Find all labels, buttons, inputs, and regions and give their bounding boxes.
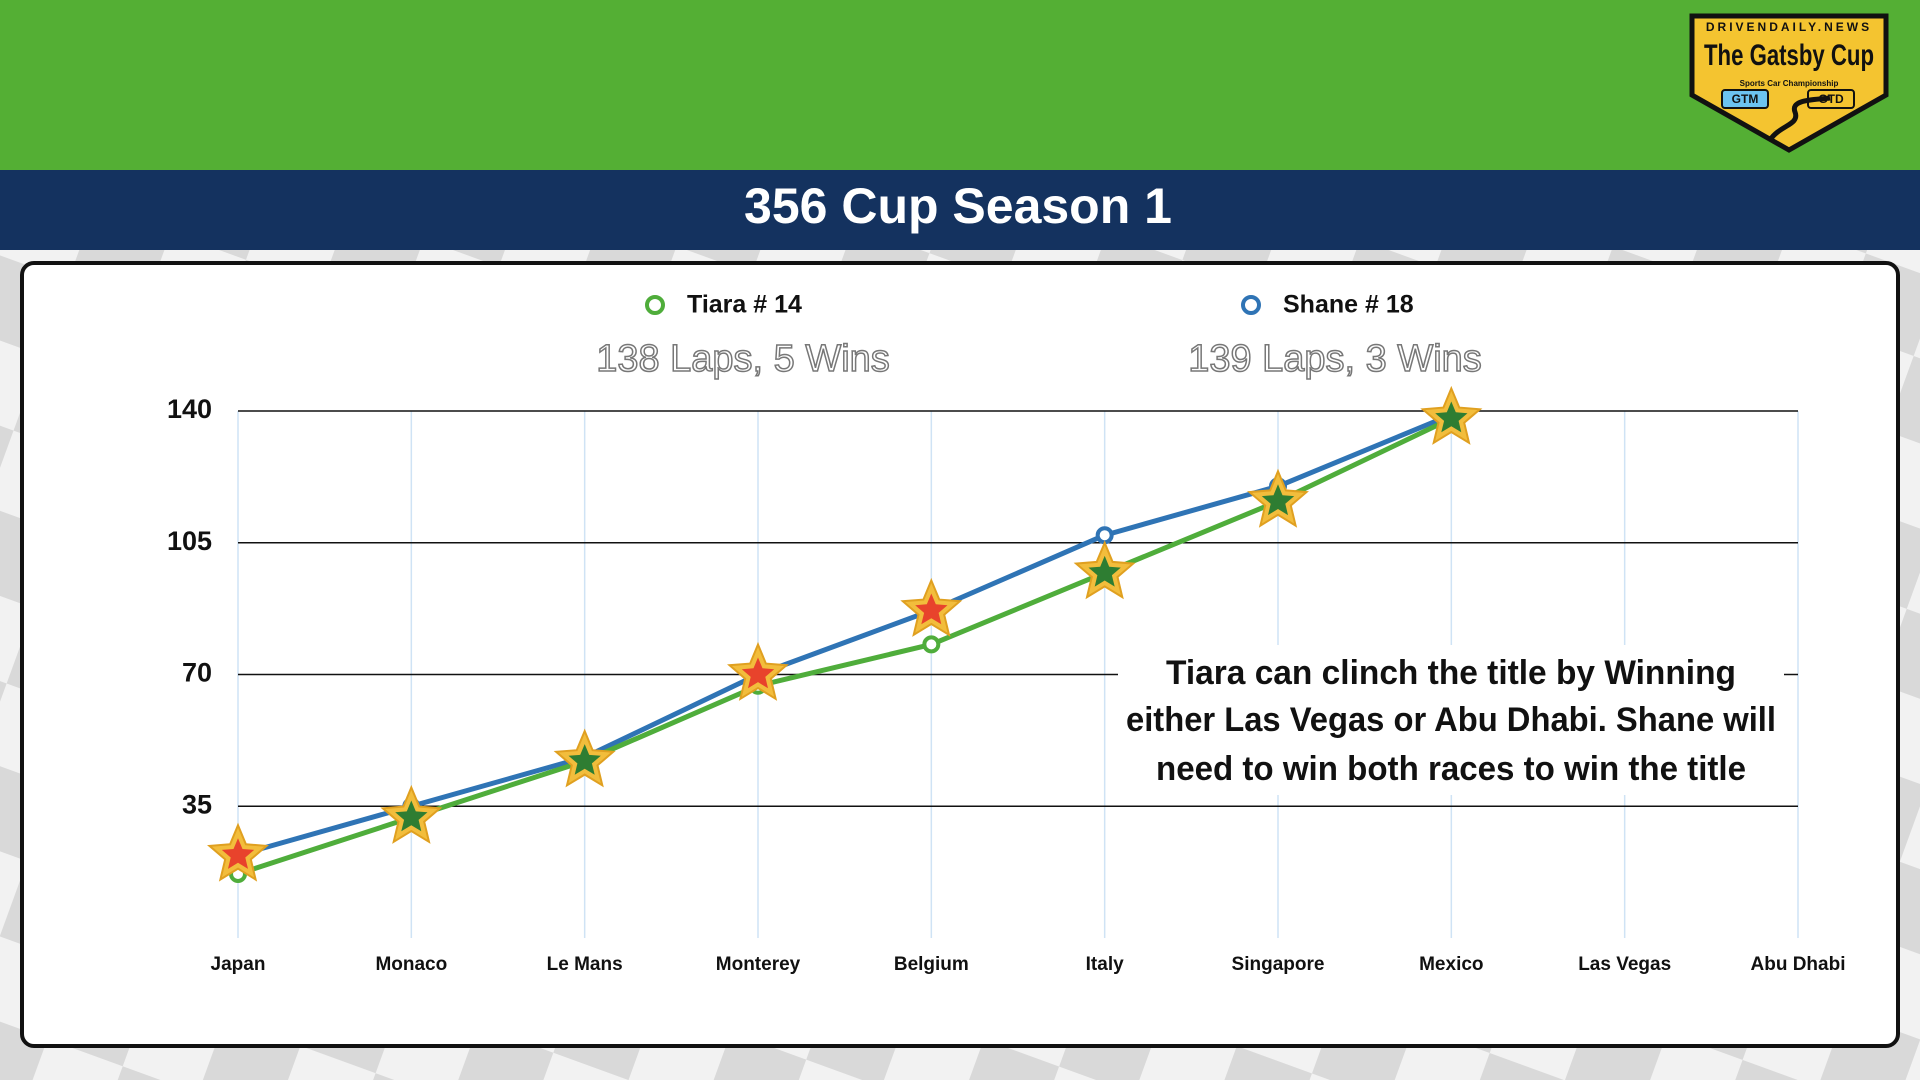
win-marker — [553, 728, 616, 788]
win-star-inner — [395, 800, 428, 832]
annotation-background — [1118, 645, 1784, 795]
logo-tagline: Sports Car Championship — [1740, 79, 1839, 88]
x-tick-label: Singapore — [1232, 954, 1325, 975]
logo-badge — [1721, 89, 1769, 109]
win-marker — [207, 822, 269, 882]
x-tick-label: Monaco — [375, 954, 447, 975]
series-line — [237, 412, 1453, 858]
annotation: need to win both races to win the title — [1156, 750, 1746, 788]
x-tick-label: Japan — [211, 954, 266, 975]
legend-marker — [645, 295, 665, 315]
point — [922, 635, 941, 654]
logo-class: GTM — [1732, 92, 1759, 106]
chart-panel — [20, 261, 1900, 1048]
win-star-inner — [1261, 484, 1295, 516]
win-marker — [1420, 385, 1483, 445]
legend-summary: 138 Laps, 5 Wins — [596, 338, 890, 380]
x-tick-label: Italy — [1086, 954, 1124, 975]
logo: DRIVENDAILY.NEWS The Gatsby Cup Sports C… — [1689, 13, 1889, 153]
win-star-inner — [568, 744, 601, 775]
title-bar — [0, 170, 1920, 250]
win-star-inner — [221, 838, 255, 869]
x-tick-label: Las Vegas — [1578, 954, 1671, 975]
win-marker — [1247, 468, 1309, 528]
title: 356 Cup Season 1 — [744, 178, 1172, 234]
y-tick-label: 140 — [167, 394, 212, 424]
legend-label: Shane # 18 — [1283, 291, 1414, 319]
logo-name: The Gatsby Cup — [1704, 39, 1874, 72]
logo-site: DRIVENDAILY.NEWS — [1706, 20, 1872, 34]
win-star-inner — [1088, 555, 1121, 587]
annotation: either Las Vegas or Abu Dhabi. Shane wil… — [1126, 701, 1776, 739]
y-tick-label: 105 — [167, 526, 212, 556]
legend-label: Tiara # 14 — [687, 291, 802, 319]
x-tick-label: Le Mans — [547, 954, 623, 975]
top-bar — [0, 0, 1920, 170]
win-marker — [727, 641, 789, 701]
y-tick-label: 70 — [182, 658, 212, 688]
legend-summary: 139 Laps, 3 Wins — [1188, 338, 1482, 380]
x-tick-label: Mexico — [1419, 954, 1483, 975]
x-tick-label: Abu Dhabi — [1751, 954, 1846, 975]
win-star-inner — [741, 657, 775, 689]
x-tick-label: Monterey — [716, 954, 801, 975]
win-marker — [1073, 540, 1136, 600]
win-marker — [380, 784, 443, 844]
win-marker — [900, 577, 963, 637]
logo-shield — [1689, 13, 1889, 153]
annotation: Tiara can clinch the title by Winning — [1166, 654, 1736, 692]
logo-class: GTD — [1818, 92, 1844, 106]
logo-road — [1767, 95, 1831, 142]
point — [1095, 526, 1114, 545]
legend-marker — [1241, 295, 1261, 315]
x-tick-label: Belgium — [894, 954, 969, 975]
win-star-inner — [1435, 401, 1468, 433]
y-tick-label: 35 — [182, 789, 212, 819]
win-star-inner — [915, 593, 948, 625]
